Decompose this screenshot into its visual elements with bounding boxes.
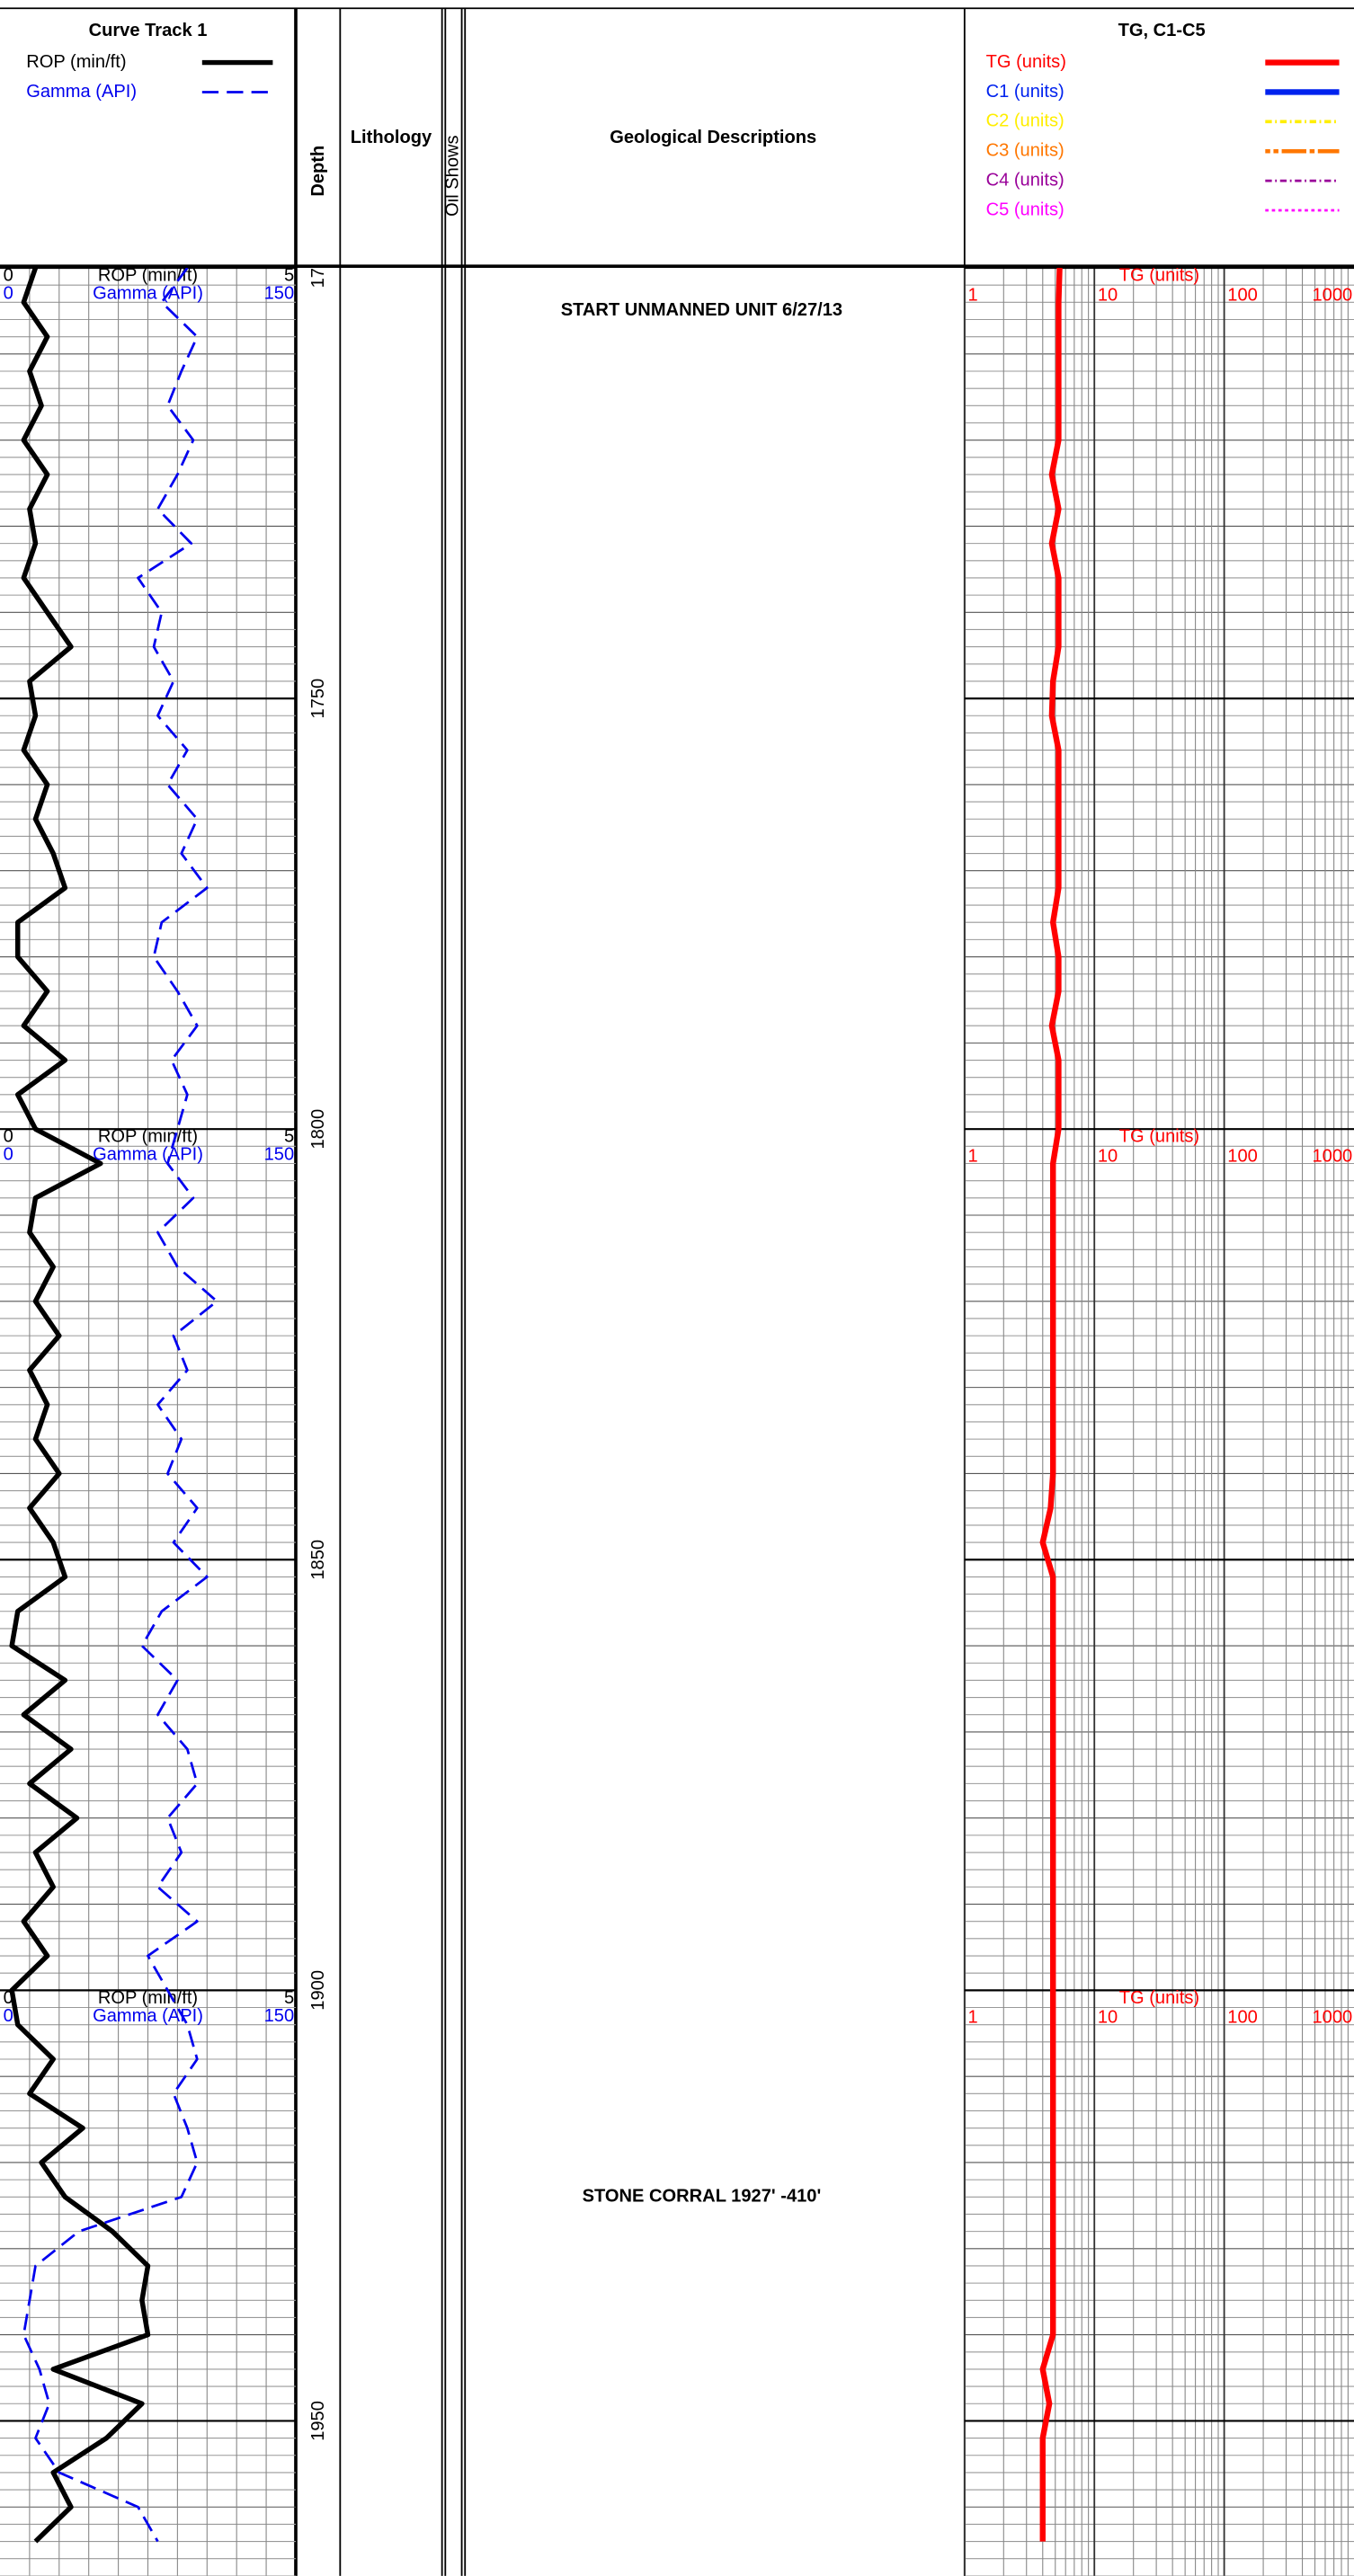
scale-tick-label: 10	[1098, 285, 1118, 305]
legend-label: C2 (units)	[986, 111, 1064, 131]
scale-tick-label: 0	[4, 1127, 13, 1147]
scale-tick-label: 5	[284, 1127, 294, 1147]
scale-tick-label: 0	[4, 1988, 13, 2008]
annotation: STONE CORRAL 1927' -410'	[583, 2187, 822, 2207]
scale-name: TG (units)	[1119, 1988, 1199, 2008]
scale-tick-label: 0	[4, 2006, 13, 2026]
scale-tick-label: 1000	[1312, 2008, 1352, 2028]
legend-label: TG (units)	[986, 52, 1066, 72]
depth-label: 1900	[308, 1970, 328, 2011]
scale-tick-label: 0	[4, 284, 13, 304]
track-title: Geological Descriptions	[610, 128, 816, 147]
depth-title: Depth	[308, 146, 328, 197]
legend-label: C1 (units)	[986, 82, 1064, 102]
scale-tick-label: 100	[1227, 1147, 1258, 1167]
scale-tick-label: 1000	[1312, 1147, 1352, 1167]
depth-label: 1800	[308, 1109, 328, 1150]
depth-label: 1950	[308, 2401, 328, 2441]
scale-tick-label: 150	[264, 2006, 295, 2026]
scale-tick-label: 100	[1227, 285, 1258, 305]
scale-tick-label: 0	[4, 265, 13, 285]
legend-label: C4 (units)	[986, 170, 1064, 190]
scale-tick-label: 100	[1227, 2008, 1258, 2028]
curve	[9, 268, 151, 2544]
track-title: Oil Shows	[443, 135, 463, 216]
scale-tick-label: 10	[1098, 2008, 1118, 2028]
scale-tick-label: 5	[284, 265, 294, 285]
scale-tick-label: 150	[264, 284, 295, 304]
scale-tick-label: 5	[284, 1988, 294, 2008]
plot: 1700 1750 1800 1850 1900 1950 ROP (min/ft) 0 5 RO…	[0, 248, 1354, 2576]
scale-tick-label: 150	[264, 1145, 295, 1165]
legend-label: C3 (units)	[986, 141, 1064, 161]
scale-name: ROP (min/ft)	[98, 265, 198, 285]
scale-name: TG (units)	[1119, 1127, 1199, 1147]
curve	[22, 268, 218, 2543]
legend-label: ROP (min/ft)	[26, 52, 126, 72]
depth-label: 1850	[308, 1540, 328, 1580]
scale-name: Gamma (API)	[93, 1145, 203, 1165]
scale-name: TG (units)	[1119, 265, 1199, 285]
legend-label: Gamma (API)	[26, 82, 137, 102]
track-title: TG, C1-C5	[1118, 21, 1206, 40]
legend-label: C5 (units)	[986, 200, 1064, 219]
scale-tick-label: 1	[967, 1147, 977, 1167]
scale-tick-label: 0	[4, 1145, 13, 1165]
depth-label: 1750	[308, 679, 328, 719]
scale-name: ROP (min/ft)	[98, 1127, 198, 1147]
scale-tick-label: 1000	[1312, 285, 1352, 305]
depth-label: 1700	[308, 248, 328, 289]
scale-name: ROP (min/ft)	[98, 1988, 198, 2008]
track-title: Curve Track 1	[89, 21, 208, 40]
annotation: START UNMANNED UNIT 6/27/13	[561, 300, 842, 320]
scale-name: Gamma (API)	[93, 284, 203, 304]
scale-tick-label: 10	[1098, 1147, 1118, 1167]
curve	[1039, 268, 1063, 2542]
track-title: Lithology	[351, 128, 432, 147]
scale-tick-label: 1	[967, 2008, 977, 2028]
scale-name: Gamma (API)	[93, 2006, 203, 2026]
scale-tick-label: 1	[967, 285, 977, 305]
